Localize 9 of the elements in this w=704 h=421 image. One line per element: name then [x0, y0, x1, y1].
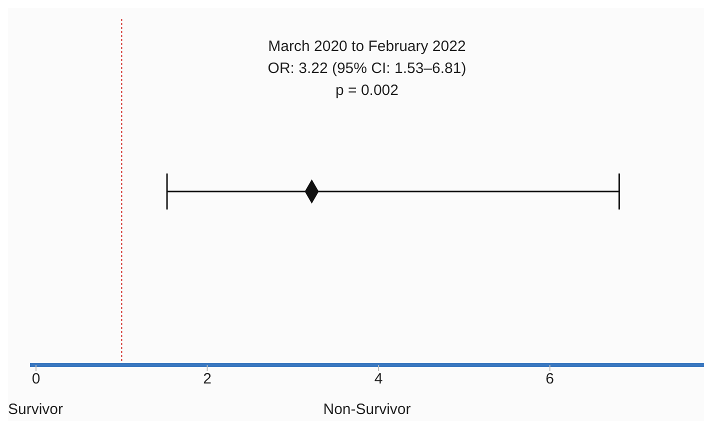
- text: Survivor: [8, 401, 64, 418]
- x-tick-label: 6: [546, 370, 554, 388]
- annotation: March 2020 to February 2022: [268, 37, 466, 57]
- x-tick-label: 0: [32, 370, 40, 388]
- annotation: OR: 3.22 (95% CI: 1.53–6.81): [268, 59, 466, 79]
- x-tick-label: 2: [203, 370, 212, 388]
- text: Non-Survivor: [323, 401, 411, 418]
- x-tick-label: 4: [374, 370, 383, 388]
- annotation: p = 0.002: [334, 81, 400, 101]
